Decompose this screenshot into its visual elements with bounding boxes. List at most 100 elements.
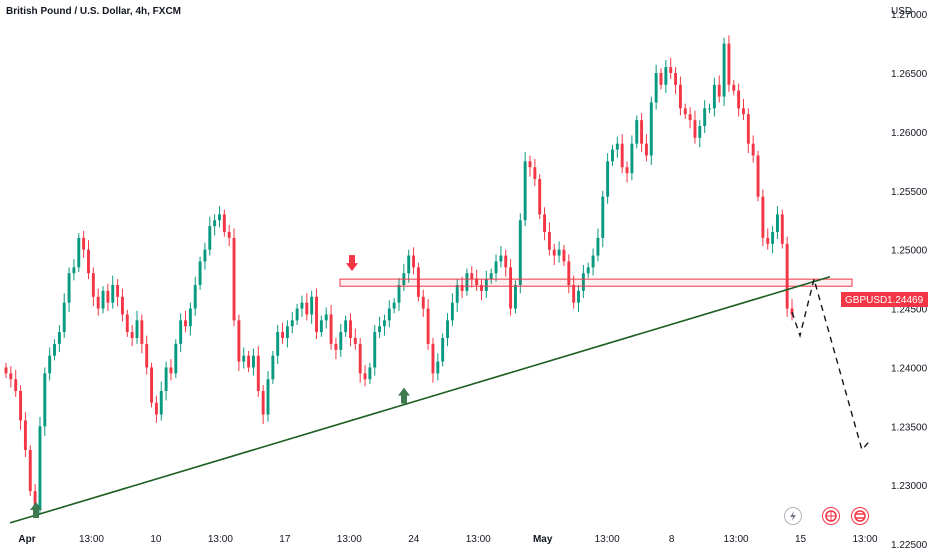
candle-body — [363, 373, 367, 380]
candle-body — [266, 379, 270, 415]
candle-body — [111, 285, 115, 303]
candle-body — [407, 255, 411, 274]
candle-body — [14, 379, 18, 392]
candle-body — [460, 285, 464, 291]
trendline[interactable] — [9, 276, 831, 524]
candle-body — [28, 449, 32, 492]
candle-body — [746, 114, 750, 144]
candle-body — [67, 273, 71, 303]
candle-body — [499, 255, 503, 262]
candle-body — [242, 355, 246, 362]
candle-body — [421, 296, 425, 309]
candle-body — [480, 285, 483, 291]
candle-body — [145, 343, 149, 368]
candle-body — [271, 355, 275, 380]
candle-body — [53, 343, 56, 356]
x-tick-label: 13:00 — [208, 534, 233, 545]
projection-path[interactable] — [791, 276, 871, 452]
candle-body — [154, 402, 158, 415]
flag-icon-2[interactable] — [851, 507, 869, 525]
candle-body — [450, 302, 454, 321]
price-axis: 1.27000 1.26500 1.26000 1.25500 1.25000 1.245… — [891, 10, 928, 550]
candle-body — [567, 261, 571, 286]
candle-body — [509, 267, 513, 309]
candle-body — [315, 296, 318, 333]
chart-title: British Pound / U.S. Dollar, 4h, FXCM — [6, 6, 182, 17]
candle-body — [101, 290, 105, 309]
candle-body — [708, 108, 711, 110]
candle-body — [669, 67, 673, 74]
flag-icon-1[interactable] — [822, 507, 840, 525]
candle-body — [475, 279, 479, 286]
candle-body — [72, 267, 76, 274]
candle-body — [33, 491, 37, 509]
candle-body — [222, 214, 226, 233]
candle-body — [387, 308, 391, 321]
candle-body — [596, 237, 600, 256]
candle-body — [611, 149, 614, 162]
candle-body — [470, 273, 474, 280]
y-tick-label: 1.23500 — [891, 422, 928, 433]
candle-body — [193, 285, 197, 309]
candle-body — [159, 391, 163, 415]
candle-body — [358, 343, 362, 374]
candle-body — [285, 326, 289, 339]
candle-body — [441, 338, 445, 362]
candle-body — [722, 43, 726, 97]
y-tick-label: 1.25500 — [891, 187, 928, 198]
candle-body — [591, 255, 595, 268]
candle-body — [703, 108, 707, 127]
buy-arrow-icon — [30, 502, 42, 519]
x-tick-label: 15 — [795, 534, 807, 545]
last-price-value: 1.24469 — [887, 295, 924, 306]
candle-body — [683, 108, 687, 115]
resistance-zone[interactable] — [339, 278, 853, 287]
x-tick-label: 17 — [279, 534, 291, 545]
x-tick-label: 13:00 — [595, 534, 620, 545]
candle-body — [615, 143, 619, 150]
x-tick-label: 13:00 — [466, 534, 491, 545]
lightning-icon[interactable] — [784, 507, 802, 525]
candle-body — [688, 114, 692, 121]
candle-body — [640, 120, 644, 144]
candle-body — [140, 320, 144, 344]
candle-body — [504, 255, 508, 268]
y-tick-label: 1.24000 — [891, 363, 928, 374]
candle-body — [378, 326, 382, 333]
last-price-tag-bg — [841, 292, 928, 307]
candle-body — [664, 67, 668, 85]
candle-body — [96, 296, 100, 309]
candle-body — [198, 261, 202, 286]
candle-body — [57, 332, 61, 344]
candle-body — [135, 320, 139, 339]
candle-body — [184, 320, 187, 327]
candle-body — [188, 308, 192, 327]
candle-body — [572, 285, 576, 303]
candle-body — [606, 161, 610, 197]
candle-body — [208, 226, 212, 250]
candle-body — [4, 367, 8, 374]
x-tick-label: May — [533, 534, 553, 545]
candle-body — [518, 220, 522, 286]
candle-body — [727, 43, 731, 85]
candle-body — [620, 143, 624, 168]
candle-body — [247, 355, 251, 368]
candle-body — [232, 237, 236, 321]
x-tick-label: 24 — [408, 534, 420, 545]
candle-body — [9, 373, 13, 380]
x-tick-label: 8 — [669, 534, 675, 545]
candle-body — [164, 367, 168, 392]
candle-body — [106, 290, 110, 303]
candle-body — [218, 214, 221, 221]
candle-body — [756, 155, 760, 197]
candle-body — [329, 314, 333, 344]
candle-body — [737, 90, 741, 109]
candle-body — [649, 102, 653, 156]
candle-body — [368, 367, 372, 380]
candle-body — [630, 143, 634, 174]
candle-body — [771, 232, 775, 244]
candle-body — [334, 343, 338, 350]
y-tick-label: 1.25000 — [891, 246, 928, 257]
candle-body — [169, 367, 173, 374]
